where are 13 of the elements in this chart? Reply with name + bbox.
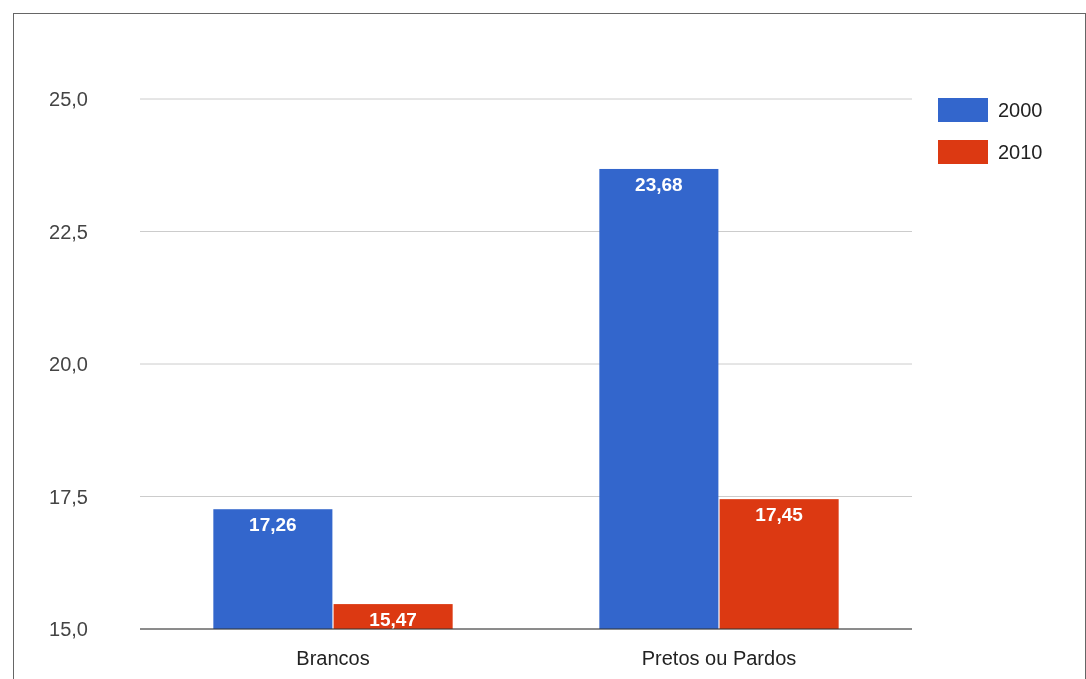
y-tick-label: 22,5 xyxy=(49,220,88,243)
x-tick-label: Pretos ou Pardos xyxy=(641,647,797,669)
y-tick-label: 20,0 xyxy=(49,353,88,375)
y-tick-label: 17,5 xyxy=(49,485,88,508)
y-tick-label: 15,0 xyxy=(49,618,88,640)
data-label: 15,47 xyxy=(369,609,417,631)
data-label: 17,26 xyxy=(249,514,297,536)
y-tick-label: 25,0 xyxy=(49,88,88,110)
data-label: 23,68 xyxy=(635,173,683,195)
legend-label: 2000 xyxy=(998,99,1043,121)
x-tick-label: Brancos xyxy=(296,647,370,669)
data-label: 17,45 xyxy=(755,504,804,526)
legend-label: 2010 xyxy=(998,141,1043,163)
